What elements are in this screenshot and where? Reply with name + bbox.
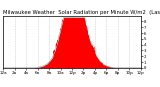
Text: Milwaukee Weather  Solar Radiation per Minute W/m2  (Last 24 Hours): Milwaukee Weather Solar Radiation per Mi… [3,10,160,15]
